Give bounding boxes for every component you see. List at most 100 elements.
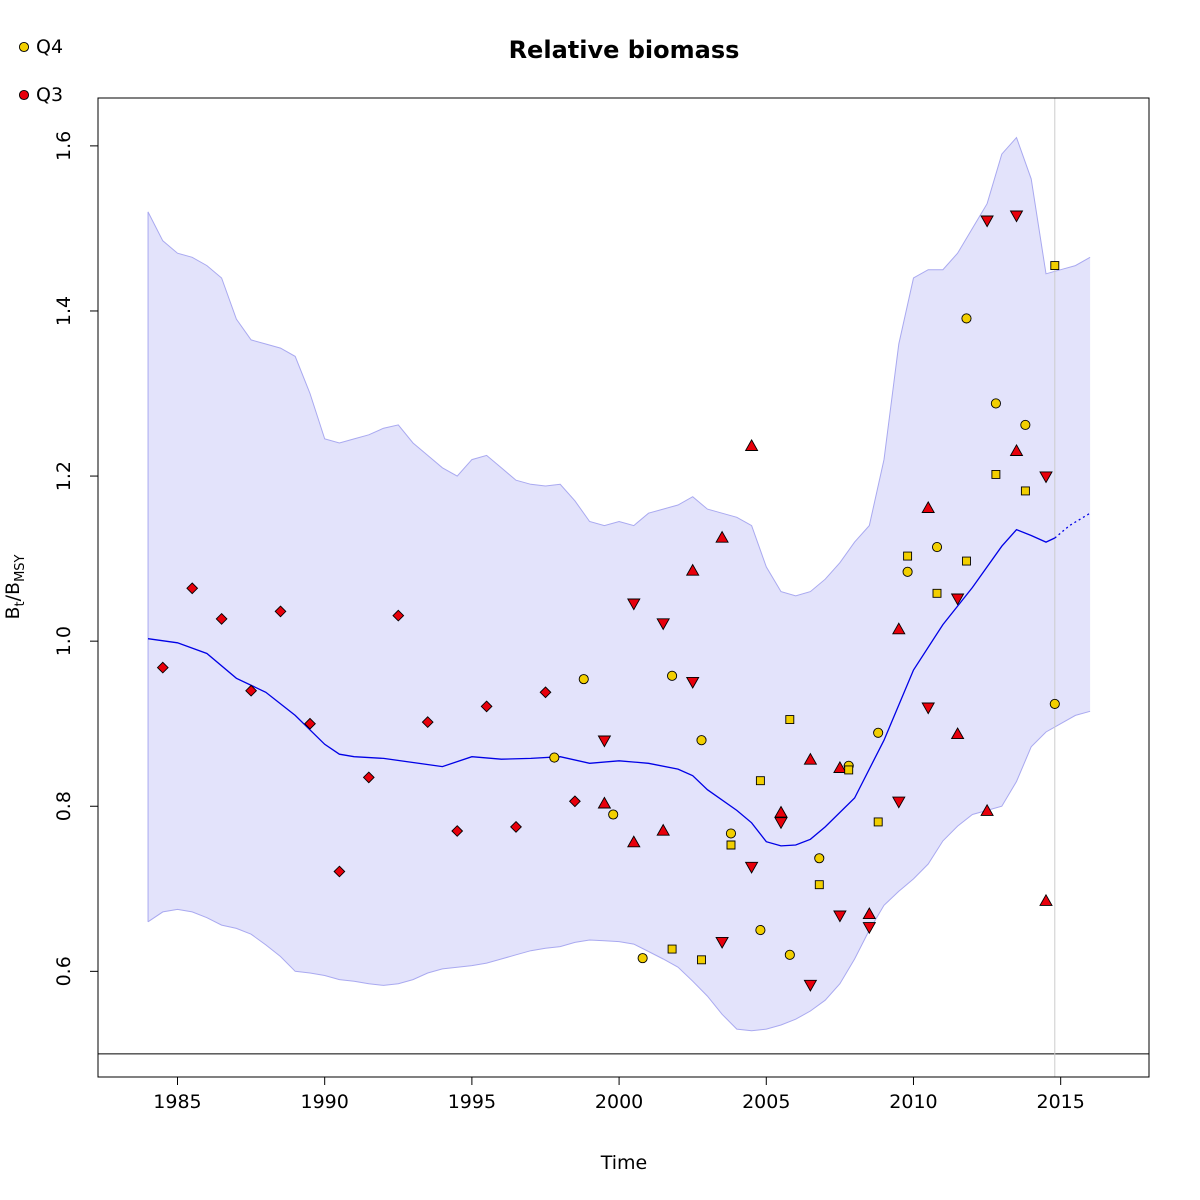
point-triangle-up (892, 622, 906, 635)
x-axis-label: Time (600, 1152, 648, 1174)
data-points (156, 210, 1060, 992)
x-tick-label: 1985 (153, 1091, 201, 1113)
point-circle (784, 949, 795, 960)
point-circle (578, 674, 589, 685)
y-axis-label-base: B (2, 606, 24, 619)
x-tick-label: 2010 (889, 1091, 937, 1113)
point-triangle-up (744, 438, 759, 451)
biomass-line-layer (147, 512, 1091, 847)
legend-marker (18, 89, 30, 101)
point-diamond (274, 605, 287, 618)
point-triangle-up (656, 823, 670, 836)
point-triangle-down (597, 735, 612, 748)
x-tick-label: 2015 (1037, 1091, 1085, 1113)
point-square (755, 776, 765, 786)
biomass-line (147, 528, 1056, 847)
point-circle (961, 313, 972, 324)
point-circle (1020, 419, 1031, 430)
point-triangle-down (744, 861, 759, 874)
point-triangle-up (685, 563, 700, 576)
point-diamond (568, 795, 581, 808)
point-triangle-up (950, 727, 965, 740)
point-triangle-down (803, 979, 818, 992)
point-circle (667, 670, 678, 681)
point-square (697, 955, 706, 965)
y-axis-label-base-2: B (2, 582, 24, 595)
point-square (873, 817, 883, 827)
x-tick-label: 2000 (595, 1091, 643, 1113)
point-diamond (392, 609, 405, 622)
point-square (814, 880, 824, 890)
point-triangle-up (597, 796, 612, 809)
point-square (667, 944, 677, 954)
point-circle (755, 925, 766, 936)
point-square (1020, 486, 1030, 496)
point-triangle-up (627, 835, 641, 848)
point-triangle-down (715, 936, 729, 949)
point-circle (902, 566, 913, 577)
legend-label: Q3 (36, 84, 63, 106)
y-axis-label-sub: t (13, 601, 28, 606)
point-circle (990, 398, 1001, 409)
x-tick-label: 2005 (742, 1091, 790, 1113)
point-triangle-down (685, 676, 700, 689)
point-diamond (421, 716, 434, 729)
point-circle (549, 752, 560, 763)
point-square (1050, 261, 1060, 271)
point-diamond (510, 820, 522, 833)
band-upper-edge (147, 136, 1091, 597)
point-triangle-down (862, 922, 877, 935)
y-axis-label: Bt/BMSY (2, 554, 28, 619)
band-lower-edge (147, 710, 1091, 1032)
point-diamond (362, 771, 375, 784)
confidence-band-layer (147, 136, 1091, 1032)
point-circle (931, 542, 943, 553)
point-triangle-up (715, 530, 729, 543)
point-triangle-down (950, 593, 965, 606)
point-circle (1049, 698, 1060, 709)
point-diamond (304, 717, 316, 730)
point-triangle-down (656, 618, 670, 631)
y-tick-label: 1.4 (53, 296, 75, 326)
point-circle (873, 727, 884, 738)
point-circle (814, 853, 825, 864)
point-triangle-up (921, 500, 935, 513)
y-axis: 0.6 0.8 1.0 1.2 1.4 1.6 (53, 131, 99, 986)
point-square (903, 551, 913, 561)
y-axis-label-slash: / (2, 594, 24, 601)
point-circle (725, 828, 737, 839)
point-diamond (156, 661, 169, 674)
point-circle (637, 953, 648, 964)
point-diamond (480, 700, 493, 713)
point-triangle-up (862, 907, 877, 920)
point-square (844, 765, 854, 775)
point-circle (696, 735, 707, 746)
point-square (785, 715, 795, 725)
x-axis: 1985 1990 1995 2000 2005 2010 2015 (153, 1076, 1085, 1113)
point-square (932, 588, 942, 598)
legend-label: Q4 (36, 36, 63, 58)
confidence-band (148, 137, 1091, 1031)
point-square (962, 556, 971, 566)
y-tick-label: 0.6 (53, 956, 75, 986)
point-triangle-up (1039, 893, 1053, 906)
point-diamond (186, 582, 199, 595)
point-diamond (451, 825, 464, 837)
point-triangle-down (921, 702, 935, 715)
point-triangle-up (774, 805, 788, 818)
x-tick-label: 1995 (448, 1091, 496, 1113)
biomass-projection-line (1054, 512, 1091, 539)
point-square (991, 469, 1001, 479)
point-diamond (215, 612, 228, 625)
x-tick-label: 1990 (301, 1091, 349, 1113)
point-diamond (333, 865, 346, 878)
point-square (726, 840, 736, 850)
y-axis-label-sub-2: MSY (13, 554, 28, 581)
point-triangle-down (892, 796, 906, 809)
point-diamond (245, 684, 258, 697)
point-circle (608, 809, 619, 820)
point-triangle-up (980, 803, 994, 816)
point-triangle-down (833, 910, 847, 923)
y-tick-label: 1.6 (53, 131, 75, 161)
